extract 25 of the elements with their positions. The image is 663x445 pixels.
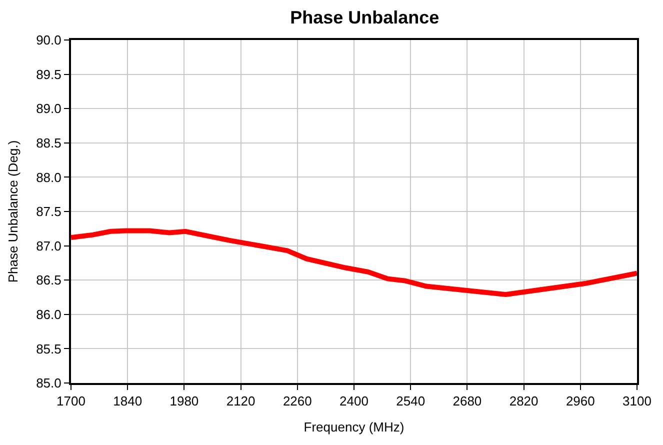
y-tick-label: 85.5 bbox=[36, 341, 62, 356]
x-tick-label: 2120 bbox=[226, 394, 256, 409]
x-tick-label: 2260 bbox=[282, 394, 312, 409]
y-tick-label: 86.0 bbox=[36, 306, 62, 322]
x-tick-label: 2540 bbox=[396, 394, 426, 409]
y-tick-label: 86.5 bbox=[36, 272, 62, 288]
y-tick-label: 87.5 bbox=[36, 204, 62, 220]
y-tick-label: 88.5 bbox=[36, 135, 62, 150]
x-axis-title: Frequency (MHz) bbox=[304, 420, 404, 435]
y-tick-label: 87.0 bbox=[36, 238, 62, 254]
x-tick-label: 2820 bbox=[509, 394, 538, 409]
x-tick-label: 2400 bbox=[340, 394, 368, 409]
x-tick-label: 2680 bbox=[452, 394, 482, 409]
x-tick-label: 3100 bbox=[622, 394, 652, 409]
chart-title: Phase Unbalance bbox=[290, 8, 440, 28]
x-tick-label: 1700 bbox=[56, 394, 86, 409]
y-axis-title: Phase Unbalance (Deg.) bbox=[6, 140, 21, 283]
y-tick-label: 89.5 bbox=[36, 66, 62, 82]
y-tick-label: 85.0 bbox=[36, 376, 62, 391]
y-tick-label: 90.0 bbox=[36, 32, 62, 48]
x-tick-label: 2960 bbox=[566, 394, 595, 409]
y-tick-label: 88.0 bbox=[36, 170, 62, 185]
x-tick-label: 1840 bbox=[113, 394, 142, 409]
y-tick-label: 89.0 bbox=[36, 101, 62, 116]
x-tick-label: 1980 bbox=[170, 394, 199, 409]
